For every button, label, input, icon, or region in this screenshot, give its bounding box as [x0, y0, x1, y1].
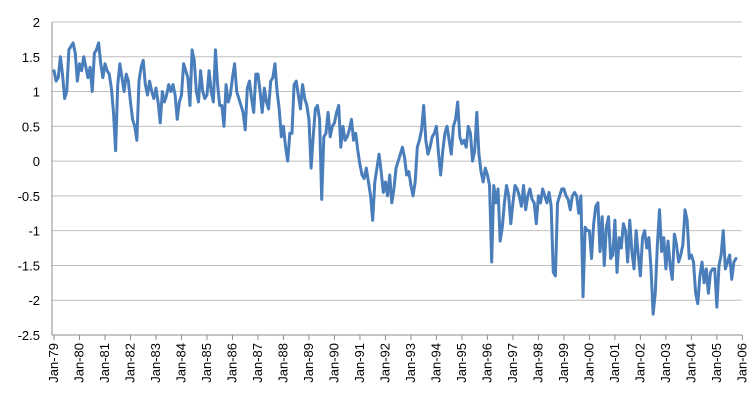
series-layer — [52, 41, 738, 316]
x-tick-label: Jan-04 — [683, 343, 698, 383]
y-tick-label: 0.5 — [22, 119, 40, 134]
x-tick-label: Jan-83 — [148, 343, 163, 383]
x-tick-label: Jan-96 — [479, 343, 494, 383]
x-tick-label: Jan-02 — [632, 343, 647, 383]
x-tick-label: Jan-85 — [199, 343, 214, 383]
x-axis-ticks: Jan-79 Jan-80 Jan-81 Jan-82 Jan-83 Jan-84 Jan-… — [46, 335, 749, 383]
x-tick-label: Jan-91 — [352, 343, 367, 383]
x-tick-label: Jan-88 — [275, 343, 290, 383]
x-tick-label: Jan-82 — [122, 343, 137, 383]
x-tick-label: Jan-84 — [173, 343, 188, 383]
x-tick-label: Jan-86 — [224, 343, 239, 383]
y-tick-label: 1 — [33, 85, 40, 100]
y-tick-label: -2 — [28, 293, 40, 308]
y-tick-label: -0.5 — [18, 189, 40, 204]
y-tick-label: -2.5 — [18, 328, 40, 343]
y-tick-label: 2 — [33, 15, 40, 30]
x-tick-label: Jan-79 — [46, 343, 61, 383]
grid-lines — [51, 21, 742, 336]
y-tick-label: -1 — [28, 224, 40, 239]
y-tick-label: 1.5 — [22, 50, 40, 65]
x-tick-label: Jan-03 — [658, 343, 673, 383]
x-tick-label: Jan-87 — [250, 343, 265, 383]
x-tick-label: Jan-94 — [428, 343, 443, 383]
series-line — [52, 41, 738, 316]
x-tick-label: Jan-99 — [556, 343, 571, 383]
x-tick-label: Jan-89 — [301, 343, 316, 383]
x-tick-label: Jan-93 — [403, 343, 418, 383]
x-tick-label: Jan-97 — [505, 343, 520, 383]
y-tick-label: 0 — [33, 154, 40, 169]
x-tick-label: Jan-92 — [377, 343, 392, 383]
x-tick-label: Jan-80 — [71, 343, 86, 383]
x-tick-label: Jan-81 — [97, 343, 112, 383]
y-tick-label: -1.5 — [18, 258, 40, 273]
x-tick-label: Jan-00 — [581, 343, 596, 383]
x-tick-label: Jan-98 — [530, 343, 545, 383]
x-tick-label: Jan-90 — [326, 343, 341, 383]
x-tick-label: Jan-06 — [734, 343, 749, 383]
x-tick-label: Jan-95 — [454, 343, 469, 383]
x-tick-label: Jan-05 — [709, 343, 724, 383]
y-axis-ticks: 2 1.5 1 0.5 0 -0.5 -1 -1.5 -2 -2.5 — [18, 15, 40, 343]
x-tick-label: Jan-01 — [607, 343, 622, 383]
